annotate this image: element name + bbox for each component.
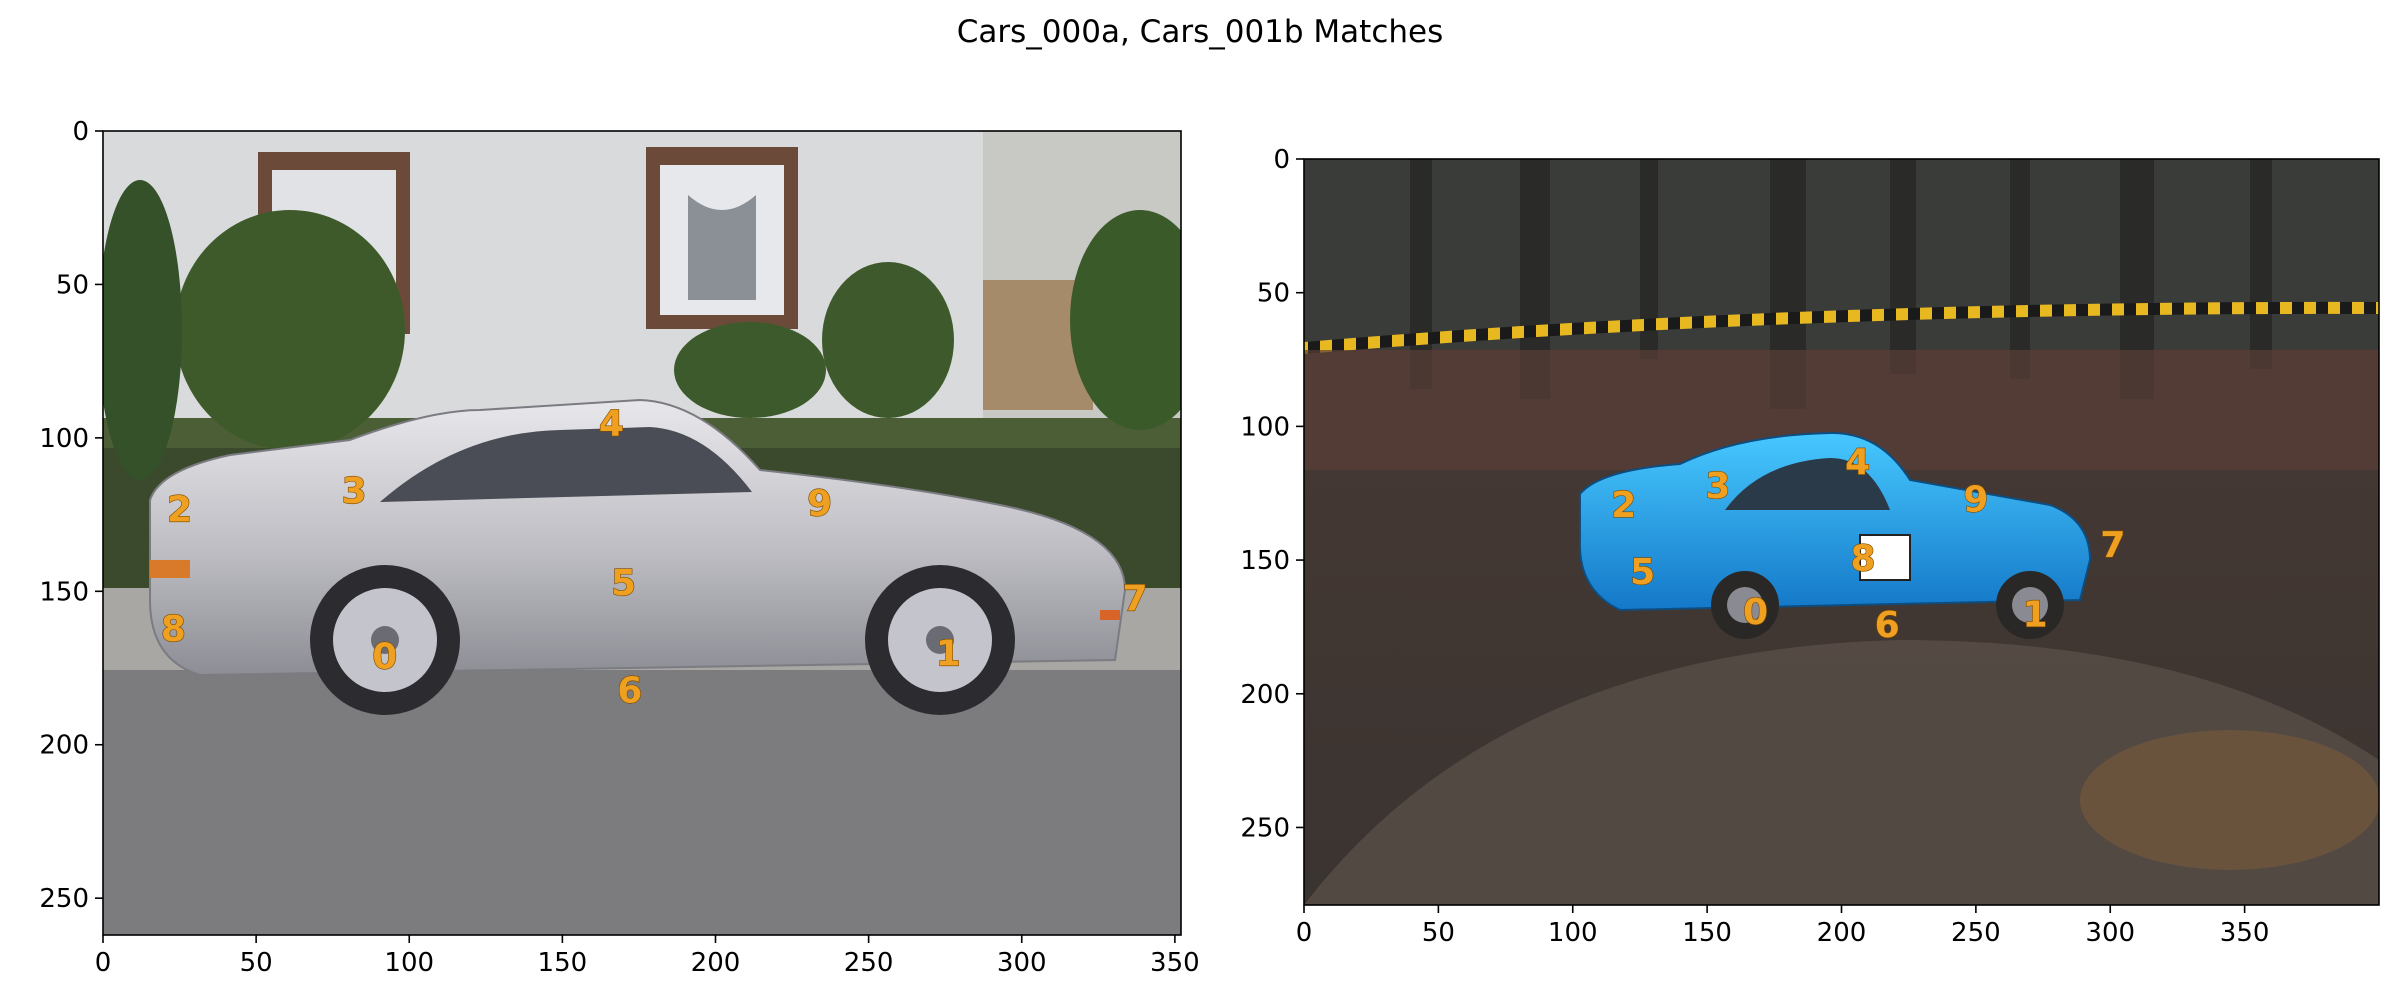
- right-ytick-label: 150: [1240, 546, 1290, 576]
- right-ytick-label: 0: [1273, 145, 1290, 175]
- right-xtick-label: 300: [2085, 918, 2135, 948]
- left-xtick-label: 50: [240, 948, 273, 978]
- left-xtick-label: 0: [95, 948, 112, 978]
- right-photo: [1304, 159, 2379, 905]
- left-xtick-label: 350: [1150, 948, 1200, 978]
- right-keypoint-6: 6: [1875, 605, 1900, 646]
- figure-title: Cars_000a, Cars_001b Matches: [956, 14, 1444, 50]
- left-ytick-label: 200: [39, 731, 89, 761]
- left-keypoint-4: 4: [599, 404, 624, 445]
- right-keypoint-7: 7: [2100, 525, 2125, 566]
- right-keypoint-2: 2: [1611, 485, 1636, 526]
- right-keypoint-1: 1: [2022, 595, 2047, 636]
- right-xtick-label: 50: [1422, 918, 1455, 948]
- left-ytick-label: 150: [39, 577, 89, 607]
- right-xtick-label: 250: [1951, 918, 2001, 948]
- left-keypoint-2: 2: [167, 489, 192, 530]
- left-keypoint-0: 0: [372, 637, 397, 678]
- left-ytick-label: 100: [39, 424, 89, 454]
- right-keypoint-4: 4: [1845, 442, 1870, 483]
- left-ytick-label: 0: [72, 117, 89, 147]
- right-keypoint-0: 0: [1743, 592, 1768, 633]
- left-axes-frame: [102, 130, 1182, 936]
- right-keypoint-3: 3: [1705, 466, 1730, 507]
- left-keypoint-7: 7: [1123, 578, 1148, 619]
- left-xtick-label: 200: [691, 948, 741, 978]
- left-keypoint-9: 9: [807, 483, 832, 524]
- right-xtick-label: 150: [1682, 918, 1732, 948]
- left-keypoint-1: 1: [936, 634, 961, 675]
- left-xtick-label: 150: [538, 948, 588, 978]
- left-keypoint-3: 3: [342, 471, 367, 512]
- left-ytick-label: 50: [56, 270, 89, 300]
- right-xtick-label: 0: [1296, 918, 1313, 948]
- right-keypoint-9: 9: [1963, 480, 1988, 521]
- left-keypoint-5: 5: [611, 563, 636, 604]
- right-keypoint-8: 8: [1850, 538, 1875, 579]
- right-xtick-label: 100: [1548, 918, 1598, 948]
- left-ytick-label: 250: [39, 884, 89, 914]
- right-ytick-label: 250: [1240, 813, 1290, 843]
- right-xtick-label: 200: [1817, 918, 1867, 948]
- right-ytick-label: 50: [1257, 279, 1290, 309]
- right-ytick-label: 100: [1240, 412, 1290, 442]
- right-ytick-label: 200: [1240, 680, 1290, 710]
- left-xtick-label: 250: [844, 948, 894, 978]
- left-xtick-label: 300: [997, 948, 1047, 978]
- left-keypoint-6: 6: [617, 671, 642, 712]
- right-xtick-label: 350: [2220, 918, 2270, 948]
- left-photo: [103, 131, 1181, 935]
- right-keypoint-5: 5: [1630, 552, 1655, 593]
- left-xtick-label: 100: [384, 948, 434, 978]
- left-keypoint-8: 8: [161, 609, 186, 650]
